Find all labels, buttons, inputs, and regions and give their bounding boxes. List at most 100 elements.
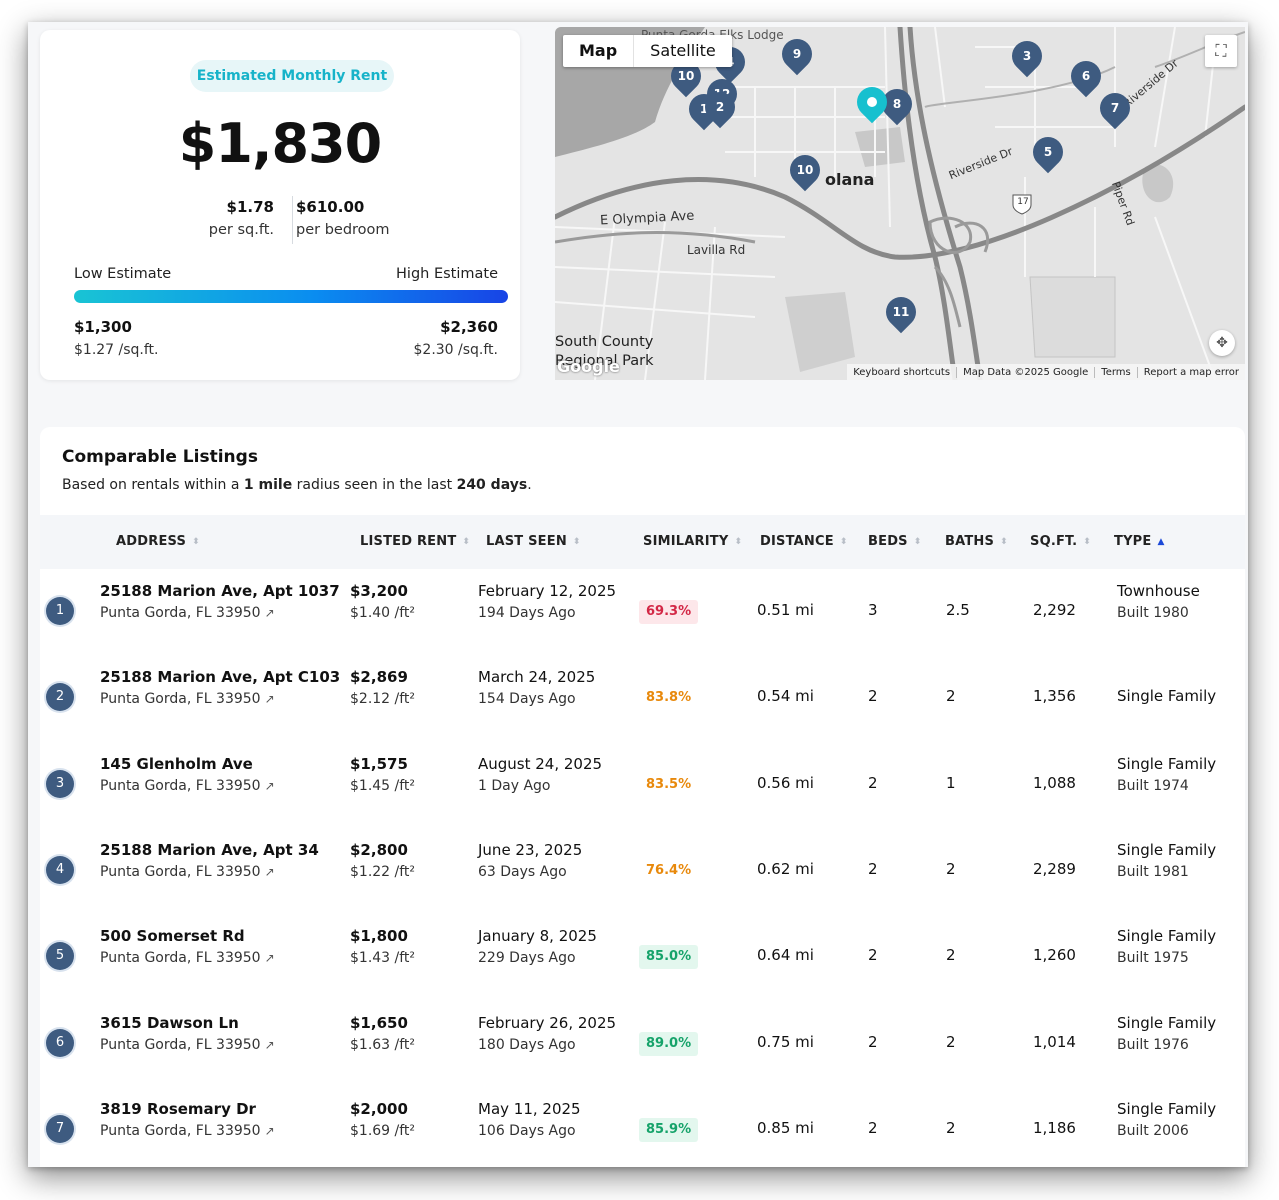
map-type-map-button[interactable]: Map — [563, 35, 635, 67]
subject-property-pin[interactable] — [850, 80, 894, 127]
map-pin[interactable]: 11 — [879, 290, 923, 337]
baths-cell: 2 — [946, 1118, 956, 1137]
external-link-icon[interactable]: ↗ — [264, 864, 275, 879]
listed-rent: $2,869 — [350, 668, 408, 687]
comparables-map[interactable]: Punta Gorda Elks Lodge E Olympia Ave Lav… — [555, 27, 1245, 380]
similarity-badge: 89.0% — [639, 1031, 699, 1056]
map-pin[interactable]: 9 — [775, 32, 819, 79]
sqft-cell: 1,088 — [1033, 773, 1076, 792]
sqft-cell: 2,292 — [1033, 601, 1076, 619]
year-built: Built 2006 — [1117, 1122, 1189, 1139]
external-link-icon[interactable]: ↗ — [264, 692, 275, 707]
map-pin[interactable]: 5 — [1026, 130, 1070, 177]
listed-rent: $3,200 — [350, 582, 408, 600]
header-last-seen[interactable]: LAST SEEN ⬍ — [486, 534, 581, 549]
rent-cell: $1,650 $1.63 /ft² — [350, 1014, 415, 1053]
header-address[interactable]: ADDRESS ⬍ — [116, 534, 200, 549]
table-row[interactable]: 5 500 Somerset Rd Punta Gorda, FL 33950 ↗ $1… — [40, 914, 1245, 1000]
estimate-pill: Estimated Monthly Rent — [190, 60, 394, 92]
similarity-badge: 83.8% — [646, 690, 692, 706]
year-built: Built 1975 — [1117, 950, 1189, 967]
listed-rent: $2,800 — [350, 840, 408, 859]
similarity-badge: 85.0% — [639, 945, 699, 970]
property-type: Single Family — [1117, 1099, 1217, 1118]
rent-cell: $1,575 $1.45 /ft² — [350, 755, 415, 794]
external-link-icon[interactable]: ↗ — [264, 951, 275, 966]
city-line: Punta Gorda, FL 33950 — [100, 691, 261, 708]
baths-cell: 2 — [946, 1032, 956, 1051]
map-pin[interactable]: 2 — [698, 85, 742, 132]
city-line: Punta Gorda, FL 33950 — [100, 1122, 261, 1139]
page-frame: Estimated Monthly Rent $1,830 $1.78 per … — [28, 22, 1248, 1167]
map-attribution: Keyboard shortcuts Map Data ©2025 Google… — [847, 364, 1245, 380]
map-pin[interactable]: 3 — [1005, 34, 1049, 81]
last-seen-date: August 24, 2025 — [478, 754, 603, 773]
external-link-icon[interactable]: ↗ — [264, 606, 275, 620]
map-type-satellite-button[interactable]: Satellite — [650, 41, 716, 60]
similarity-badge: 83.5% — [646, 776, 692, 792]
header-distance[interactable]: DISTANCE ⬍ — [760, 534, 848, 549]
table-row[interactable]: 1 25188 Marion Ave, Apt 1037 Punta Gorda, … — [40, 569, 1245, 655]
rent-per-sqft-cell: $2.12 /ft² — [350, 691, 416, 708]
type-cell: Single Family Built 2006 — [1117, 1100, 1216, 1139]
last-seen-ago: 63 Days Ago — [478, 863, 567, 880]
baths-cell: 2 — [946, 946, 956, 965]
last-seen-cell: May 11, 2025 106 Days Ago — [478, 1100, 581, 1139]
row-number-badge: 6 — [46, 1028, 74, 1057]
header-similarity[interactable]: SIMILARITY ⬍ — [643, 534, 743, 549]
rent-per-sqft-cell: $1.69 /ft² — [350, 1122, 416, 1139]
listed-rent: $1,650 — [350, 1013, 408, 1032]
table-row[interactable]: 6 3615 Dawson Ln Punta Gorda, FL 33950 ↗ $1,… — [40, 1001, 1245, 1087]
rent-per-sqft: $1.78 per sq.ft. — [190, 198, 274, 238]
map-pin[interactable]: 10 — [783, 148, 827, 195]
type-cell: Single Family Built 1981 — [1117, 841, 1216, 880]
google-logo: Google — [557, 357, 620, 376]
header-listed-rent[interactable]: LISTED RENT ⬍ — [360, 534, 471, 549]
distance-cell: 0.64 mi — [757, 946, 814, 965]
map-label-lavilla: Lavilla Rd — [687, 243, 746, 257]
header-type[interactable]: TYPE ▲ — [1114, 534, 1165, 549]
map-pin[interactable]: 10 — [664, 54, 708, 101]
low-estimate-sqft: $1.27 /sq.ft. — [74, 342, 159, 358]
rent-cell: $2,000 $1.69 /ft² — [350, 1100, 415, 1139]
keyboard-shortcuts-link[interactable]: Keyboard shortcuts — [847, 366, 958, 378]
map-pin[interactable]: 8 — [875, 82, 919, 129]
header-baths[interactable]: BATHS ⬍ — [945, 534, 1008, 549]
table-row[interactable]: 2 25188 Marion Ave, Apt C103 Punta Gorda, … — [40, 655, 1245, 741]
type-cell: Single Family Built 1975 — [1117, 927, 1216, 966]
recenter-icon[interactable]: ✥ — [1209, 330, 1235, 356]
header-sqft[interactable]: SQ.FT. ⬍ — [1030, 534, 1092, 549]
year-built: Built 1976 — [1117, 1036, 1189, 1053]
last-seen-cell: June 23, 2025 63 Days Ago — [478, 841, 582, 880]
rent-per-sqft-cell: $1.45 /ft² — [350, 777, 416, 794]
table-row[interactable]: 4 25188 Marion Ave, Apt 34 Punta Gorda, FL… — [40, 828, 1245, 914]
beds-cell: 2 — [868, 946, 878, 965]
external-link-icon[interactable]: ↗ — [264, 1123, 275, 1138]
map-pin[interactable]: 7 — [1093, 86, 1137, 133]
address-cell: 3615 Dawson Ln Punta Gorda, FL 33950 ↗ — [100, 1014, 275, 1053]
rent-cell: $3,200 $1.40 /ft² — [350, 582, 415, 621]
table-row[interactable]: 7 3819 Rosemary Dr Punta Gorda, FL 33950 ↗ $… — [40, 1087, 1245, 1167]
terms-link[interactable]: Terms — [1095, 366, 1138, 378]
beds-cell: 2 — [868, 1118, 878, 1137]
header-beds[interactable]: BEDS ⬍ — [868, 534, 922, 549]
rent-per-sqft-value: $1.78 — [226, 198, 274, 216]
address-cell: 3819 Rosemary Dr Punta Gorda, FL 33950 ↗ — [100, 1100, 275, 1139]
last-seen-ago: 154 Days Ago — [478, 691, 576, 708]
distance-cell: 0.54 mi — [757, 687, 814, 706]
last-seen-ago: 1 Day Ago — [478, 777, 551, 794]
last-seen-cell: March 24, 2025 154 Days Ago — [478, 668, 595, 707]
map-pin[interactable]: 6 — [1064, 54, 1108, 101]
external-link-icon[interactable]: ↗ — [264, 1037, 275, 1052]
beds-cell: 2 — [868, 1032, 878, 1051]
listed-rent: $1,575 — [350, 754, 408, 773]
external-link-icon[interactable]: ↗ — [264, 778, 275, 793]
low-estimate-label: Low Estimate — [74, 266, 172, 282]
table-row[interactable]: 3 145 Glenholm Ave Punta Gorda, FL 33950 ↗ $… — [40, 742, 1245, 828]
report-map-error-link[interactable]: Report a map error — [1143, 366, 1239, 378]
fullscreen-icon[interactable]: ⛶ — [1205, 35, 1237, 67]
sort-icon: ⬍ — [1083, 536, 1092, 547]
similarity-badge: 69.3% — [639, 600, 699, 624]
rent-cell: $2,800 $1.22 /ft² — [350, 841, 415, 880]
last-seen-date: June 23, 2025 — [478, 840, 583, 859]
